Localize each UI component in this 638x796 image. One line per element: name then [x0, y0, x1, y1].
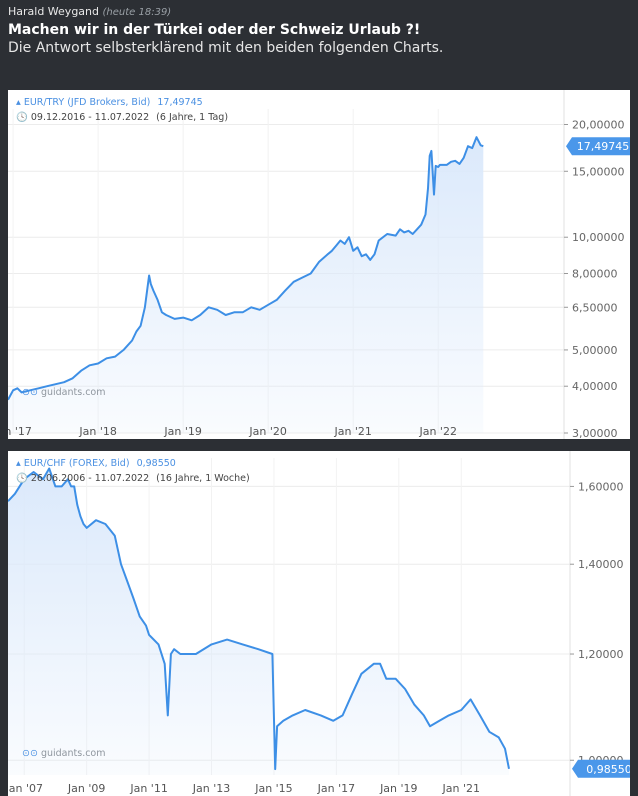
- last-price-badge-shape: [566, 137, 630, 156]
- x-tick-label: Jan '13: [192, 782, 230, 795]
- post-title: Machen wir in der Türkei oder der Schwei…: [8, 22, 421, 38]
- chart-eur-try-period-line: 🕓 09.12.2016 - 11.07.2022 (6 Jahre, 1 Ta…: [16, 112, 228, 123]
- guidants-logo-text: guidants.com: [40, 387, 106, 398]
- chart-eur-chf-instrument-line[interactable]: ▴ EUR/CHF (FOREX, Bid) 0,98550: [16, 458, 250, 469]
- y-tick-label: 3,00000: [572, 427, 618, 439]
- y-tick-label: 8,00000: [572, 268, 618, 281]
- x-tick-label: Jan '19: [163, 425, 201, 438]
- x-tick-label: Jan '15: [254, 782, 292, 795]
- last-price-badge: 17,49745: [566, 137, 630, 156]
- y-tick-label: 4,00000: [572, 380, 618, 393]
- period-dates: 09.12.2016 - 11.07.2022: [30, 112, 150, 123]
- last-price-badge-label: 0,98550: [586, 763, 630, 776]
- guidants-logo: ⊙⊙ guidants.com: [22, 748, 106, 759]
- guidants-logo: ⊙⊙ guidants.com: [22, 387, 106, 398]
- last-price-badge-shape: [572, 759, 630, 778]
- chart-eur-try-info: ▴ EUR/TRY (JFD Brokers, Bid) 17,49745 🕓 …: [16, 97, 228, 123]
- y-tick-label: 20,00000: [572, 118, 625, 131]
- instrument-name: EUR/TRY (JFD Brokers, Bid): [23, 97, 151, 108]
- clock-icon: 🕓: [16, 112, 28, 123]
- x-tick-label: Jan '19: [379, 782, 417, 795]
- chart-eur-try[interactable]: 20,00000 15,00000 10,00000 8,00000 6,50000 5,…: [8, 90, 630, 439]
- y-tick-label: 15,00000: [572, 165, 625, 178]
- clock-icon: 🕓: [16, 473, 28, 484]
- period-range: (16 Jahre, 1 Woche): [156, 473, 250, 484]
- x-tick-label: Jan '11: [129, 782, 167, 795]
- post-text: Die Antwort selbsterklärend mit den beid…: [8, 40, 444, 56]
- last-price-badge: 0,98550: [572, 759, 630, 778]
- author-name[interactable]: Harald Weygand: [8, 5, 99, 18]
- instrument-name: EUR/CHF (FOREX, Bid): [23, 458, 130, 469]
- post-author-line: Harald Weygand (heute 18:39): [8, 5, 630, 18]
- x-tick-label: Jan '17: [8, 425, 32, 438]
- x-tick-label: Jan '07: [8, 782, 43, 795]
- x-tick-label: Jan '18: [78, 425, 116, 438]
- post-header: Harald Weygand (heute 18:39) Machen wir …: [8, 5, 630, 56]
- series-area: [8, 137, 484, 433]
- y-tick-label: 1,20000: [578, 648, 624, 661]
- y-tick-label: 1,60000: [578, 480, 624, 493]
- x-tick-label: Jan '20: [248, 425, 286, 438]
- y-tick-label: 5,00000: [572, 344, 618, 357]
- instrument-last-price: 0,98550: [136, 458, 176, 469]
- x-tick-label: Jan '17: [317, 782, 355, 795]
- series-line: [8, 467, 510, 771]
- area-chart-icon: ▴: [16, 97, 21, 108]
- instrument-last-price: 17,49745: [157, 97, 203, 108]
- chart-eur-try-svg: 20,00000 15,00000 10,00000 8,00000 6,50000 5,…: [8, 90, 630, 439]
- guidants-icon: ⊙⊙: [22, 387, 38, 398]
- series-area: [8, 468, 509, 775]
- guidants-logo-text: guidants.com: [40, 748, 106, 759]
- chart-eur-try-instrument-line[interactable]: ▴ EUR/TRY (JFD Brokers, Bid) 17,49745: [16, 97, 228, 108]
- x-tick-label: Jan '09: [67, 782, 105, 795]
- post-time: (heute 18:39): [102, 7, 172, 18]
- guidants-icon: ⊙⊙: [22, 748, 38, 759]
- series-line: [8, 136, 484, 401]
- x-tick-label: Jan '21: [333, 425, 371, 438]
- area-chart-icon: ▴: [16, 458, 21, 469]
- x-tick-label: Jan '21: [442, 782, 480, 795]
- period-dates: 26.06.2006 - 11.07.2022: [30, 473, 150, 484]
- period-range: (6 Jahre, 1 Tag): [156, 112, 229, 123]
- last-price-badge-label: 17,49745: [577, 140, 630, 153]
- y-tick-label: 6,50000: [572, 301, 618, 314]
- y-tick-label: 10,00000: [572, 231, 625, 244]
- chart-eur-chf-info: ▴ EUR/CHF (FOREX, Bid) 0,98550 🕓 26.06.2…: [16, 458, 250, 484]
- y-tick-label: 1,40000: [578, 558, 624, 571]
- x-tick-label: Jan '22: [418, 425, 456, 438]
- chart-eur-chf-period-line: 🕓 26.06.2006 - 11.07.2022 (16 Jahre, 1 W…: [16, 473, 250, 484]
